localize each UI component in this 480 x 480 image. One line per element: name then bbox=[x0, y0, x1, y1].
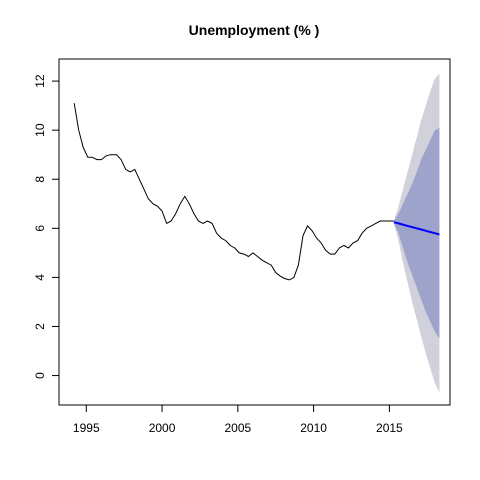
x-axis: 1995 2000 2005 2010 2015 bbox=[73, 404, 403, 435]
y-tick-label: 12 bbox=[33, 74, 47, 88]
x-tick-label: 2005 bbox=[224, 421, 251, 435]
forecast-bands bbox=[393, 73, 440, 393]
x-tick-label: 2000 bbox=[149, 421, 176, 435]
x-tick-label: 2015 bbox=[376, 421, 403, 435]
x-tick-label: 2010 bbox=[300, 421, 327, 435]
forecast-line bbox=[393, 221, 440, 236]
band-80 bbox=[393, 127, 440, 339]
y-tick-label: 2 bbox=[33, 323, 47, 330]
plot-frame bbox=[58, 58, 451, 406]
y-tick-label: 10 bbox=[33, 123, 47, 137]
y-tick-label: 8 bbox=[33, 176, 47, 183]
series-lines bbox=[73, 103, 440, 281]
x-tick-label: 1995 bbox=[73, 421, 100, 435]
chart-title: Unemployment (% ) bbox=[189, 22, 320, 38]
history-line bbox=[73, 103, 394, 281]
y-axis: 0 2 4 6 8 10 12 bbox=[33, 74, 60, 379]
y-tick-label: 0 bbox=[33, 372, 47, 379]
y-tick-label: 4 bbox=[33, 274, 47, 281]
y-tick-label: 6 bbox=[33, 225, 47, 232]
